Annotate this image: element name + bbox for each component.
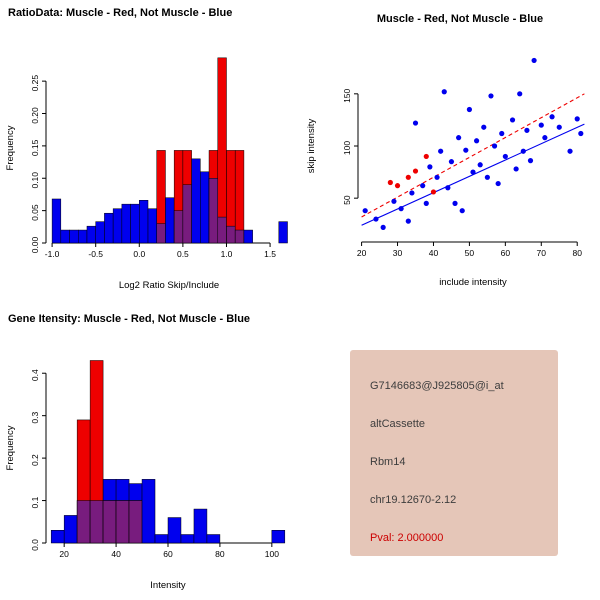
intensity-scatter-xlabel: include intensity [439, 277, 507, 288]
svg-text:1.0: 1.0 [221, 249, 233, 259]
svg-text:0.10: 0.10 [30, 172, 40, 189]
svg-text:60: 60 [501, 248, 511, 258]
svg-text:50: 50 [465, 248, 475, 258]
svg-text:-1.0: -1.0 [45, 249, 60, 259]
intensity-scatter-plot: 20 30 40 50 60 70 80 50 100 150 [342, 57, 585, 258]
ratio-histogram-ylabel: Frequency [5, 125, 16, 170]
intensity-scatter-panel: Muscle - Red, Not Muscle - Blue include … [306, 13, 585, 288]
svg-text:0.1: 0.1 [30, 496, 40, 508]
svg-text:100: 100 [265, 549, 279, 559]
svg-text:80: 80 [215, 549, 225, 559]
svg-text:0.05: 0.05 [30, 204, 40, 221]
probe-id: G7146683@J925805@i_at [370, 380, 504, 392]
svg-text:0.00: 0.00 [30, 236, 40, 253]
ratio-histogram-title: RatioData: Muscle - Red, Not Muscle - Bl… [8, 7, 232, 19]
intensity-scatter-ylabel: skip intensity [306, 119, 317, 174]
ratio-histogram-plot: -1.0 -0.5 0.0 0.5 1.0 1.5 0.00 0.05 0.10 0.15 0.20… [30, 57, 288, 259]
svg-text:0.15: 0.15 [30, 139, 40, 156]
gene-intensity-histogram-ylabel: Frequency [5, 425, 16, 470]
svg-text:0.20: 0.20 [30, 107, 40, 124]
svg-text:0.0: 0.0 [133, 249, 145, 259]
svg-text:20: 20 [59, 549, 69, 559]
gene-intensity-histogram-plot: 20 40 60 80 100 0.0 0.1 0.2 0.3 0.4 [30, 360, 286, 559]
svg-text:-0.5: -0.5 [88, 249, 103, 259]
svg-text:100: 100 [342, 141, 352, 155]
svg-text:150: 150 [342, 88, 352, 102]
gene-symbol: Rbm14 [370, 456, 406, 468]
svg-text:0.2: 0.2 [30, 454, 40, 466]
svg-text:1.5: 1.5 [264, 249, 276, 259]
pval-text: Pval: 2.000000 [370, 532, 444, 544]
svg-text:80: 80 [572, 248, 582, 258]
svg-text:0.25: 0.25 [30, 75, 40, 92]
info-box: G7146683@J925805@i_at altCassette Rbm14 … [350, 350, 558, 556]
svg-text:40: 40 [429, 248, 439, 258]
svg-text:70: 70 [537, 248, 547, 258]
ratio-histogram-xlabel: Log2 Ratio Skip/Include [119, 280, 219, 291]
gene-intensity-histogram-panel: Gene Itensity: Muscle - Red, Not Muscle … [5, 313, 286, 591]
splice-event-type: altCassette [370, 418, 426, 430]
intensity-scatter-title: Muscle - Red, Not Muscle - Blue [377, 13, 543, 25]
gene-intensity-histogram-xlabel: Intensity [150, 580, 186, 591]
svg-text:0.0: 0.0 [30, 539, 40, 551]
svg-text:0.5: 0.5 [177, 249, 189, 259]
svg-text:40: 40 [111, 549, 121, 559]
svg-text:50: 50 [342, 195, 352, 205]
svg-text:30: 30 [393, 248, 403, 258]
gene-intensity-histogram-title: Gene Itensity: Muscle - Red, Not Muscle … [8, 313, 250, 325]
svg-text:0.3: 0.3 [30, 411, 40, 423]
ratio-histogram-panel: RatioData: Muscle - Red, Not Muscle - Bl… [5, 7, 288, 291]
genomic-location: chr19.12670-2.12 [370, 494, 457, 506]
svg-text:0.4: 0.4 [30, 369, 40, 381]
svg-text:60: 60 [163, 549, 173, 559]
info-panel: G7146683@J925805@i_at altCassette Rbm14 … [300, 300, 600, 600]
svg-text:20: 20 [357, 248, 367, 258]
